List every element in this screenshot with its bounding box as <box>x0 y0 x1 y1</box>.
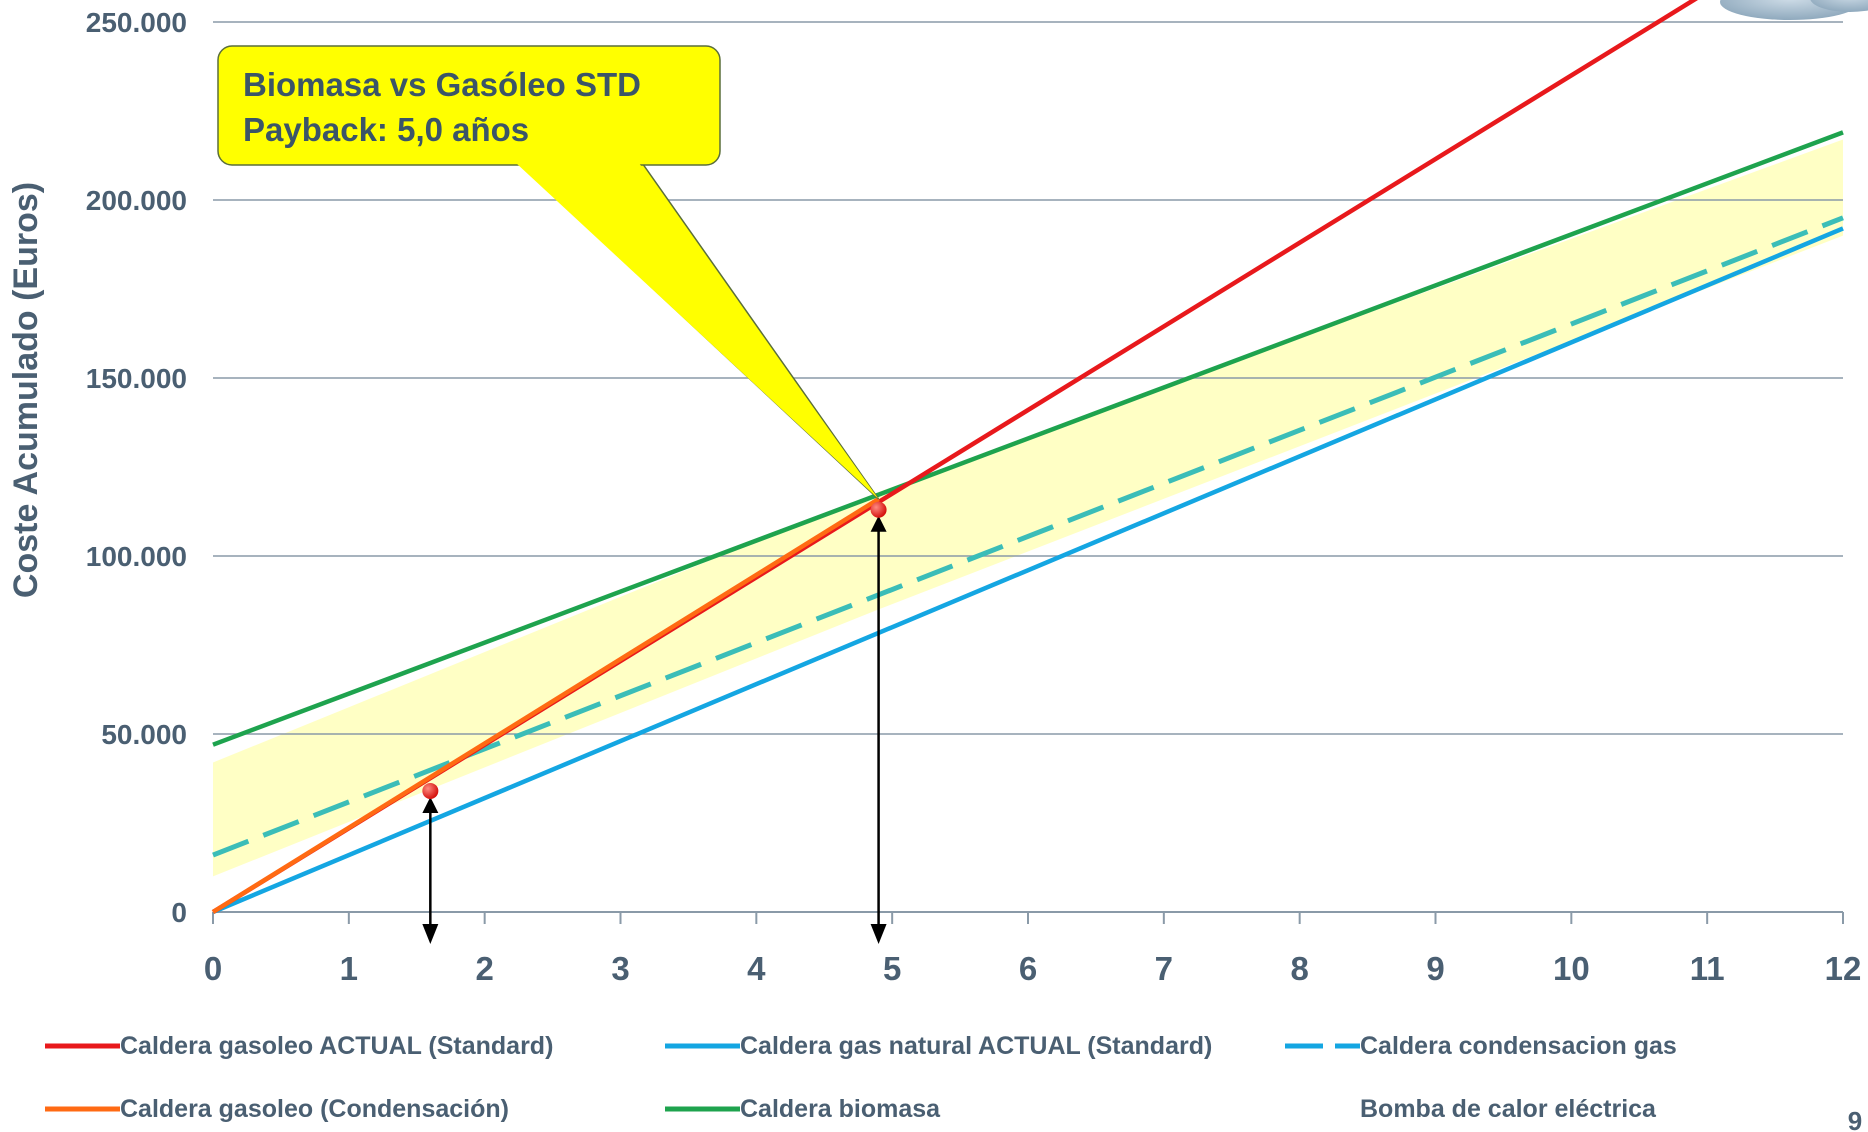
series-line <box>212 215 1844 858</box>
y-axis-label: Coste Acumulado (Euros) <box>7 182 45 598</box>
x-tick-label: 5 <box>883 950 901 987</box>
x-tick-label: 7 <box>1155 950 1173 987</box>
page-number: 9 <box>1848 1106 1862 1132</box>
x-tick-label: 10 <box>1553 950 1590 987</box>
cost-range-band <box>213 139 1843 877</box>
x-tick-label: 11 <box>1690 950 1725 987</box>
callout-box <box>217 45 721 166</box>
legend-label: Caldera gas natural ACTUAL (Standard) <box>740 1032 1212 1060</box>
legend-label: Caldera gasoleo ACTUAL (Standard) <box>120 1032 553 1060</box>
legend-label: Caldera condensacion gas <box>1360 1032 1677 1060</box>
y-tick-label: 100.000 <box>86 541 187 572</box>
breakeven-marker <box>870 501 887 518</box>
payback-arrow-head-down <box>870 924 887 944</box>
callout-text-line: Payback: 5,0 años <box>243 111 529 148</box>
legend-label: Bomba de calor eléctrica <box>1360 1095 1657 1123</box>
band-area <box>213 139 1843 877</box>
x-tick-label: 1 <box>340 950 358 987</box>
y-tick-label: 150.000 <box>86 363 187 394</box>
series-line <box>212 226 1844 915</box>
y-tick-label: 250.000 <box>86 7 187 38</box>
callout-join <box>516 163 879 500</box>
series-line <box>211 497 880 914</box>
x-tick-label: 0 <box>204 950 222 987</box>
x-axis: 0 1 2 3 4 5 6 7 8 9 10 11 12 <box>204 911 1862 987</box>
x-tick-label: 3 <box>611 950 629 987</box>
breakeven-marker <box>422 782 439 799</box>
payback-arrow-head-up <box>422 796 439 813</box>
legend: Caldera gasoleo ACTUAL (Standard) Caldera… <box>45 1032 1677 1123</box>
legend-label: Caldera biomasa <box>740 1095 941 1123</box>
x-tick-label: 12 <box>1825 950 1862 987</box>
x-tick-label: 8 <box>1290 950 1308 987</box>
cloud-decoration <box>1720 0 1868 20</box>
callout-text-line: Biomasa vs Gasóleo STD <box>243 66 641 103</box>
series-lines <box>211 0 1844 915</box>
payback-arrow-head-up <box>870 515 887 532</box>
payback-callout: Biomasa vs Gasóleo STD Payback: 5,0 años <box>217 45 880 500</box>
x-tick-label: 6 <box>1019 950 1037 987</box>
x-tick-label: 9 <box>1426 950 1444 987</box>
x-tick-label: 2 <box>475 950 493 987</box>
y-tick-label: 50.000 <box>101 719 187 750</box>
gridlines: 0 50.000 100.000 150.000 200.000 250.000 <box>86 7 1843 928</box>
series-line <box>212 130 1844 747</box>
legend-label: Caldera gasoleo (Condensación) <box>120 1095 509 1123</box>
y-tick-label: 0 <box>171 897 187 928</box>
markers <box>422 501 887 944</box>
payback-arrow-head-down <box>422 924 439 944</box>
x-tick-label: 4 <box>747 950 766 987</box>
y-tick-label: 200.000 <box>86 185 187 216</box>
